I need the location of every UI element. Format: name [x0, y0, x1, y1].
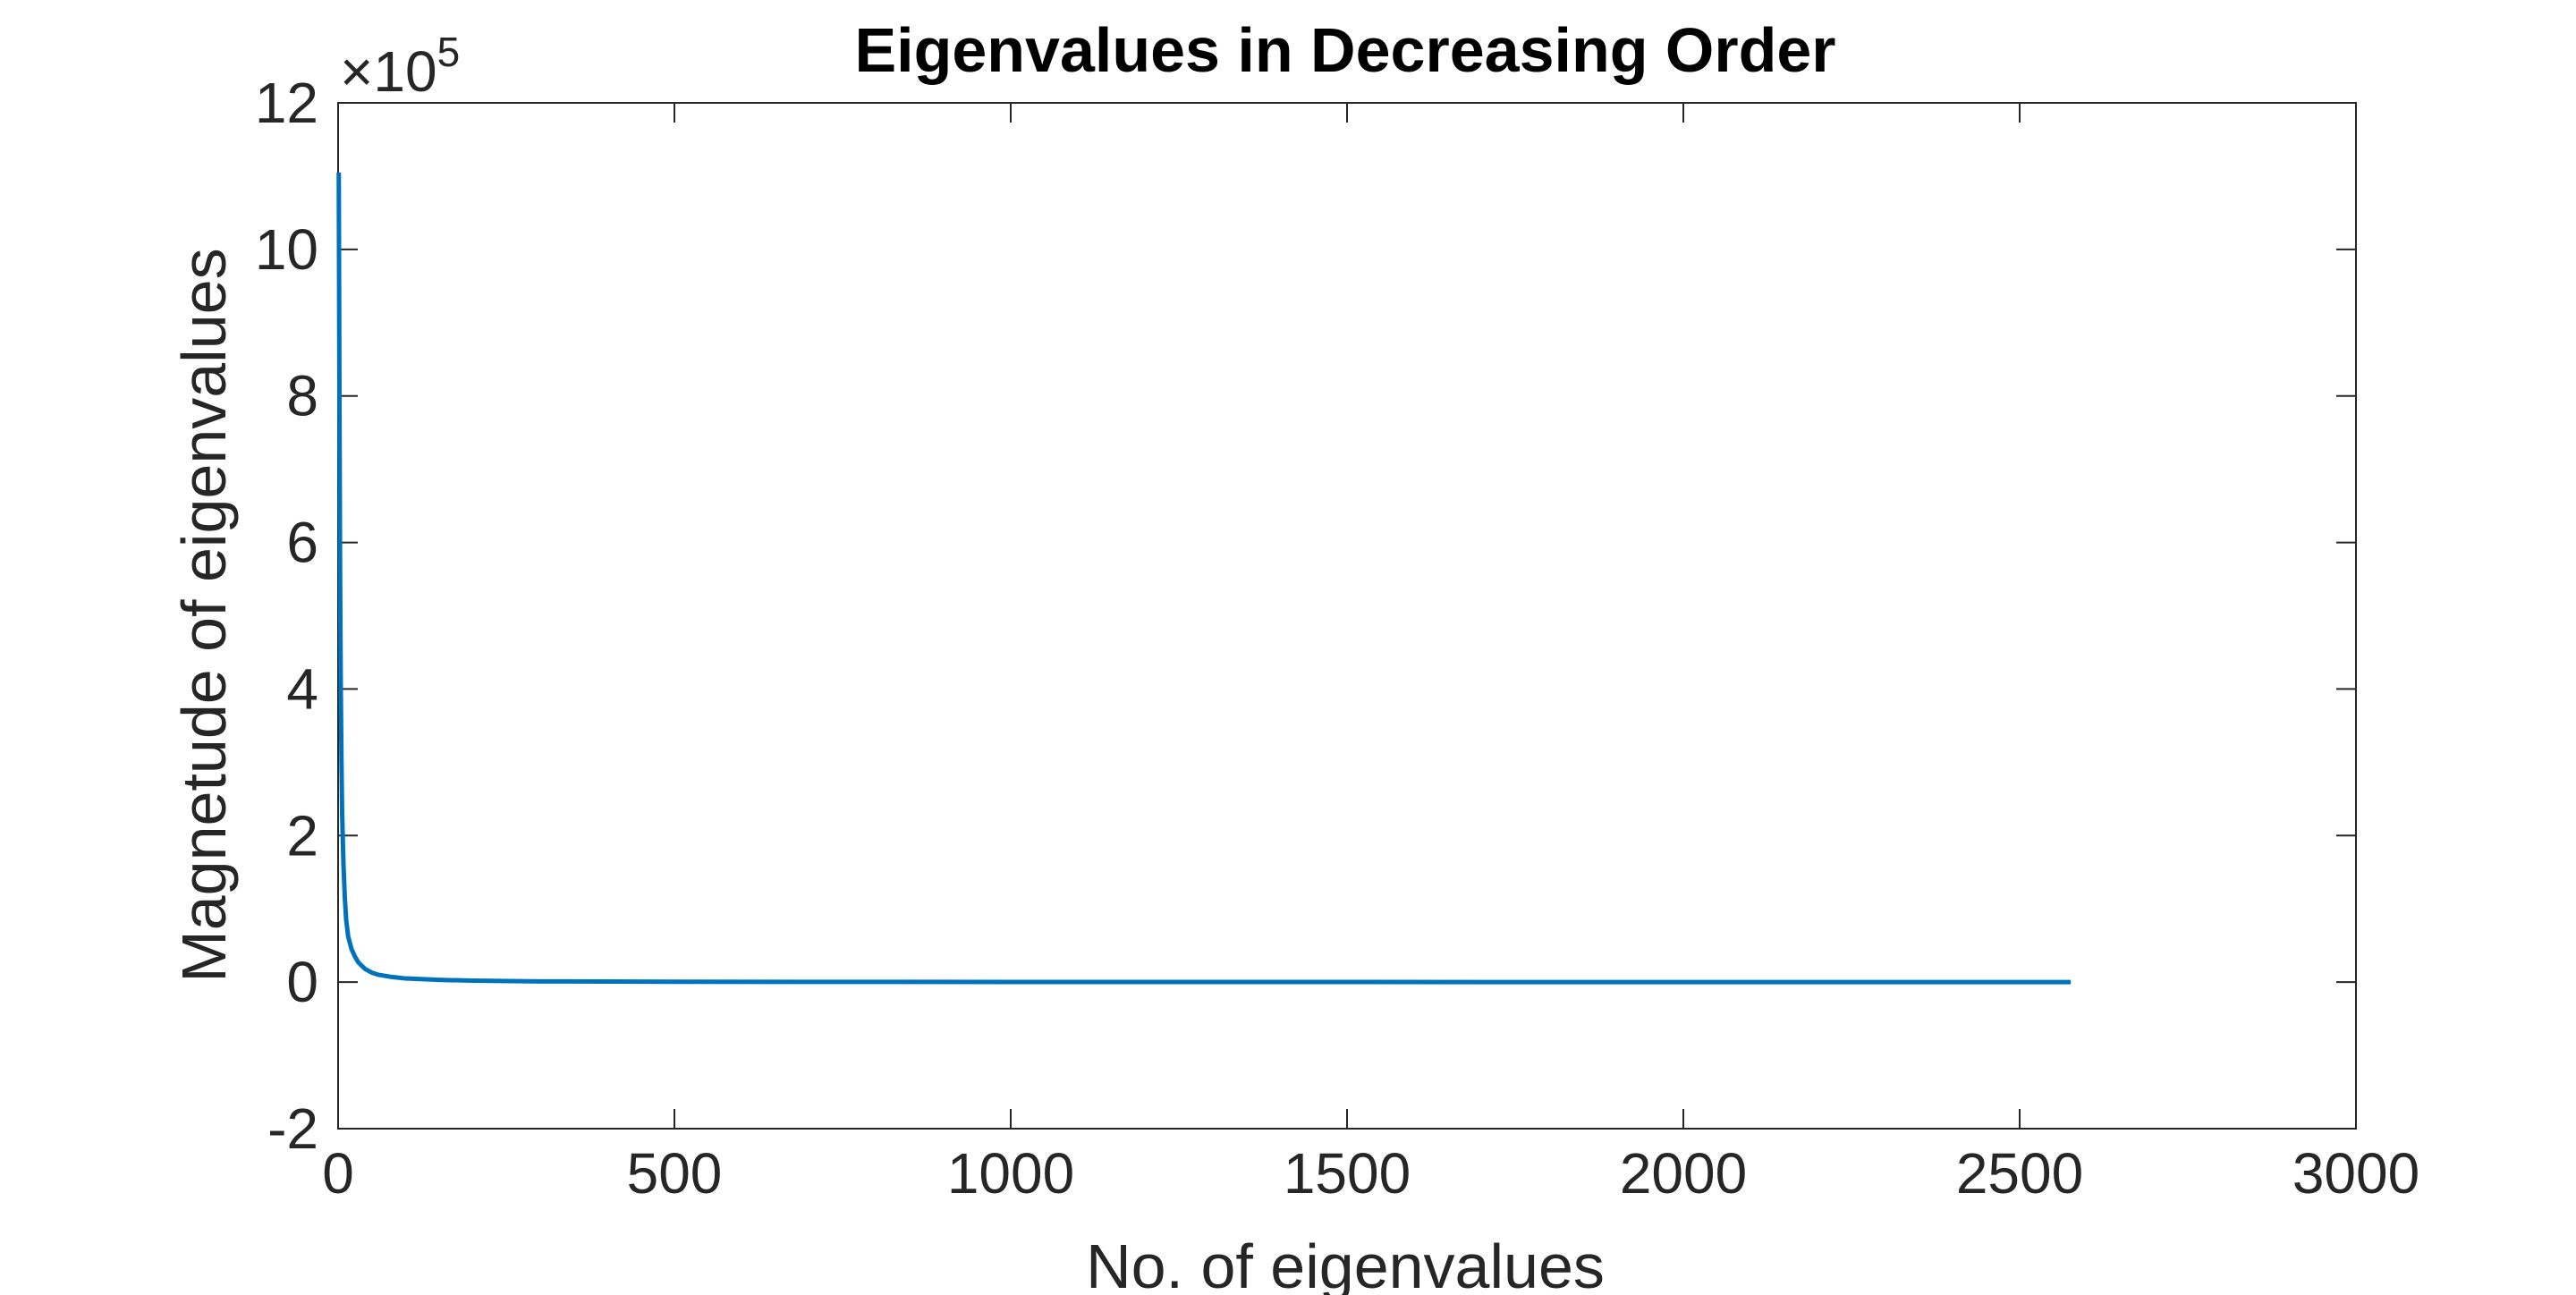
y-tick-label: 4 [286, 656, 318, 721]
series-line [336, 172, 2072, 985]
series-layer [336, 172, 2072, 985]
y-tick-label: 10 [255, 217, 318, 282]
x-axis-label: No. of eigenvalues [1086, 1232, 1605, 1295]
y-axis-label: Magnetude of eigenvalues [169, 248, 239, 982]
x-tick-label: 500 [627, 1141, 723, 1206]
axes-box [337, 102, 2357, 1130]
x-tick-label: 1500 [1284, 1141, 1411, 1206]
chart-title: Eigenvalues in Decreasing Order [854, 15, 1835, 85]
x-tick-label: 2000 [1620, 1141, 1747, 1206]
x-tick-label: 1000 [947, 1141, 1074, 1206]
plot-area [337, 102, 2357, 1130]
y-tick-label: 12 [255, 71, 318, 135]
y-axis-multiplier-base: ×10 [340, 39, 437, 104]
y-axis-multiplier-exponent: 5 [437, 29, 461, 75]
x-tick-label: 0 [322, 1141, 354, 1206]
y-axis-ticks: -2 0 2 4 6 8 10 12 [255, 71, 2356, 1161]
y-tick-label: 6 [286, 511, 318, 575]
y-tick-label: 2 [286, 803, 318, 868]
y-axis-multiplier: ×105 [340, 29, 460, 104]
x-tick-label: 2500 [1956, 1141, 2083, 1206]
y-tick-label: -2 [267, 1096, 318, 1161]
y-tick-label: 8 [286, 364, 318, 428]
y-tick-label: 0 [286, 950, 318, 1014]
x-axis-ticks: 0 500 1000 1500 2000 2500 3000 [322, 103, 2419, 1206]
x-tick-label: 3000 [2292, 1141, 2419, 1206]
